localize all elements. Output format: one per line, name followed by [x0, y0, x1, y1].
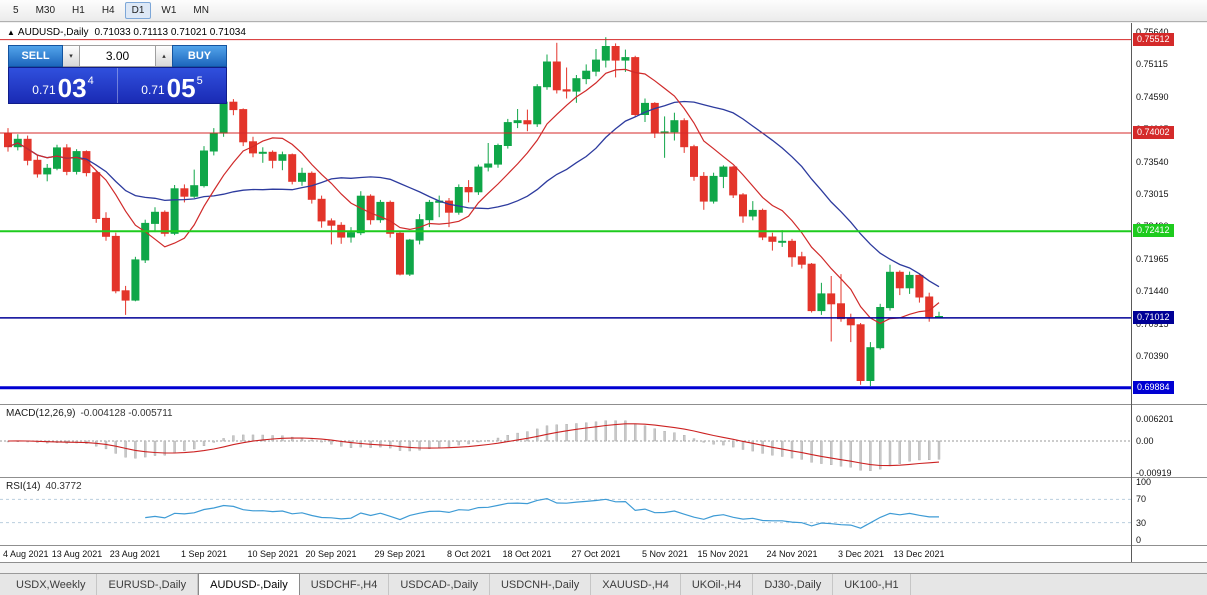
y-axis-label: 0.73540: [1136, 157, 1169, 167]
volume-decrease-button[interactable]: ▾: [63, 45, 79, 67]
volume-increase-button[interactable]: ▴: [156, 45, 172, 67]
sell-price-prefix: 0.71: [32, 83, 56, 97]
price-level-badge: 0.71012: [1133, 311, 1174, 324]
price-level-badge: 0.69884: [1133, 381, 1174, 394]
chart-tabs-bar: USDX,Weekly EURUSD-,Daily AUDUSD-,Daily USD…: [0, 573, 1207, 595]
macd-name: MACD(12,26,9): [6, 408, 76, 419]
tab-ukoil-h4[interactable]: UKOil-,H4: [681, 574, 754, 595]
date-label: 13 Aug 2021: [51, 549, 103, 559]
chart-background: [0, 23, 1207, 562]
date-label: 1 Sep 2021: [180, 549, 228, 559]
macd-axis-label: 0.00: [1136, 436, 1154, 446]
price-level-badge: 0.75512: [1133, 33, 1174, 46]
y-axis-label: 0.73015: [1136, 189, 1169, 199]
date-label: 23 Aug 2021: [109, 549, 161, 559]
timeframe-button-m30[interactable]: M30: [35, 5, 56, 16]
collapse-arrow-icon[interactable]: ▲: [7, 28, 15, 37]
timeframe-button-d1[interactable]: D1: [124, 2, 152, 19]
tab-audusd-daily[interactable]: AUDUSD-,Daily: [198, 573, 300, 595]
tab-usdx-weekly[interactable]: USDX,Weekly: [5, 574, 98, 595]
timeframe-button-h1[interactable]: H1: [72, 5, 85, 16]
one-click-trading-widget: SELL ▾ ▴ BUY 0.71 03 4 0.71 05 5: [8, 45, 227, 104]
rsi-value: 40.3772: [45, 481, 82, 492]
panel-separator: [0, 404, 1207, 405]
date-label: 8 Oct 2021: [446, 549, 492, 559]
date-label: 27 Oct 2021: [571, 549, 621, 559]
date-axis: 4 Aug 2021 13 Aug 2021 23 Aug 2021 1 Sep 20…: [0, 546, 1207, 562]
date-label: 10 Sep 2021: [247, 549, 299, 559]
date-label: 20 Sep 2021: [305, 549, 357, 559]
y-axis-label: 0.74590: [1136, 92, 1169, 102]
rsi-axis-label: 70: [1136, 494, 1147, 504]
tab-usdcad-daily[interactable]: USDCAD-,Daily: [389, 574, 490, 595]
timeframe-toolbar: 5 M30 H1 H4 D1 W1 MN: [0, 0, 1207, 22]
volume-input[interactable]: [79, 45, 156, 67]
date-label: 3 Dec 2021: [837, 549, 885, 559]
rsi-name: RSI(14): [6, 481, 41, 492]
panel-separator: [0, 477, 1207, 478]
date-label: 4 Aug 2021: [3, 549, 49, 559]
macd-axis-label: 0.006201: [1136, 414, 1174, 424]
buy-price-prefix: 0.71: [141, 83, 165, 97]
sell-price-big: 03: [57, 73, 87, 103]
price-axis-border: [1131, 23, 1132, 562]
date-label: 15 Nov 2021: [697, 549, 749, 559]
date-label: 5 Nov 2021: [641, 549, 689, 559]
chart-info-line: ▲ AUDUSD-,Daily 0.71033 0.71113 0.71021 0.…: [7, 27, 246, 38]
macd-indicator-panel[interactable]: [0, 405, 1131, 477]
ohlc-values: 0.71033 0.71113 0.71021 0.71034: [94, 27, 246, 38]
timeframe-button-5[interactable]: 5: [13, 5, 19, 16]
symbol-title: AUDUSD-,Daily: [17, 27, 89, 38]
tab-usdcnh-daily[interactable]: USDCNH-,Daily: [490, 574, 592, 595]
buy-price[interactable]: 0.71 05 5: [118, 68, 226, 103]
tab-usdchf-h4[interactable]: USDCHF-,H4: [300, 574, 390, 595]
rsi-label: RSI(14) 40.3772: [6, 481, 82, 492]
y-axis-label: 0.75640: [1136, 27, 1169, 37]
date-label: 18 Oct 2021: [502, 549, 552, 559]
timeframe-button-mn[interactable]: MN: [193, 5, 209, 16]
y-axis-label: 0.71440: [1136, 286, 1169, 296]
panel-separator: [0, 545, 1207, 546]
rsi-axis-label: 30: [1136, 518, 1147, 528]
tab-eurusd-daily[interactable]: EURUSD-,Daily: [97, 574, 199, 595]
tab-uk100-h1[interactable]: UK100-,H1: [833, 574, 911, 595]
macd-label: MACD(12,26,9) -0.004128 -0.005711: [6, 408, 173, 419]
y-axis-label: 0.71965: [1136, 254, 1169, 264]
y-axis-label: 0.75115: [1136, 59, 1168, 69]
y-axis-label: 0.70915: [1136, 319, 1169, 329]
sell-price-sup: 4: [87, 75, 94, 87]
main-price-chart[interactable]: [0, 23, 1131, 404]
y-axis-label: 0.70390: [1136, 351, 1169, 361]
sell-button[interactable]: SELL: [8, 45, 63, 67]
price-level-badge: 0.72412: [1133, 224, 1174, 237]
date-label: 24 Nov 2021: [766, 549, 818, 559]
date-label: 29 Sep 2021: [374, 549, 426, 559]
macd-axis-label: -0.00919: [1136, 468, 1172, 478]
timeframe-button-h4[interactable]: H4: [101, 5, 115, 16]
timeframe-button-w1[interactable]: W1: [161, 5, 177, 16]
macd-values: -0.004128 -0.005711: [80, 408, 173, 419]
price-level-badge: 0.74002: [1133, 126, 1174, 139]
sell-price[interactable]: 0.71 03 4: [9, 68, 118, 103]
date-label: 13 Dec 2021: [893, 549, 945, 559]
rsi-axis-label: 100: [1136, 477, 1152, 487]
buy-button[interactable]: BUY: [172, 45, 227, 67]
buy-price-sup: 5: [196, 75, 203, 87]
rsi-indicator-panel[interactable]: [0, 478, 1131, 545]
panel-separator: [0, 562, 1207, 563]
rsi-axis-label: 0: [1136, 535, 1142, 545]
tab-xauusd-h4[interactable]: XAUUSD-,H4: [591, 574, 681, 595]
buy-price-big: 05: [166, 73, 196, 103]
tab-dj30-daily[interactable]: DJ30-,Daily: [753, 574, 834, 595]
